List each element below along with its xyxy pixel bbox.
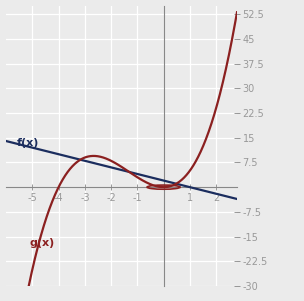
Text: f(x): f(x) <box>17 138 39 148</box>
Text: g(x): g(x) <box>30 238 55 248</box>
